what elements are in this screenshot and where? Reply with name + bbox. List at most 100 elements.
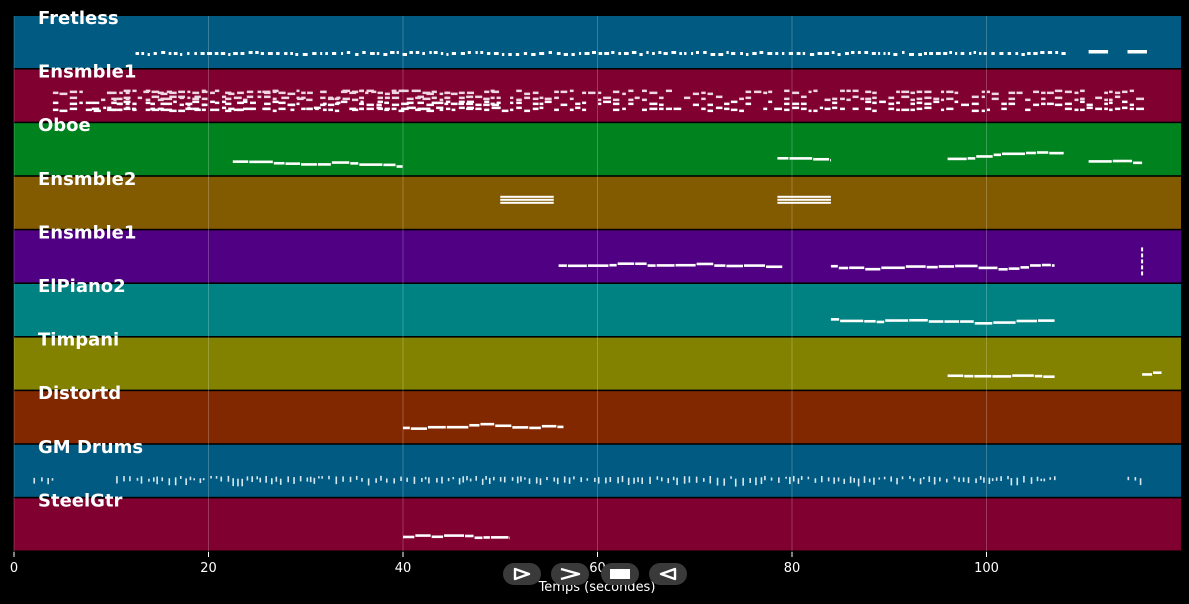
note: [255, 51, 259, 54]
note: [523, 52, 528, 55]
note: [340, 90, 348, 94]
note: [166, 108, 173, 112]
note: [200, 52, 205, 55]
note: [214, 52, 219, 55]
note: [446, 425, 469, 429]
note: [178, 90, 186, 94]
note: [317, 163, 331, 166]
note: [322, 90, 327, 94]
note: [281, 96, 290, 100]
track-band: [14, 337, 1181, 390]
note: [575, 102, 581, 106]
note: [516, 89, 522, 93]
note: [1040, 51, 1045, 54]
note: [679, 52, 683, 55]
note: [433, 51, 438, 54]
note: [52, 91, 59, 95]
note: [1095, 96, 1103, 100]
note: [400, 476, 402, 482]
note: [301, 163, 317, 166]
note: [539, 102, 544, 106]
note: [512, 426, 529, 429]
note: [180, 53, 183, 56]
note: [910, 91, 915, 95]
note: [946, 90, 954, 94]
rewind-button[interactable]: [649, 563, 687, 585]
note: [641, 98, 647, 102]
note: [609, 477, 612, 483]
note: [490, 96, 495, 100]
note: [926, 265, 938, 269]
note: [493, 476, 495, 481]
note: [475, 107, 482, 111]
note: [876, 320, 885, 324]
note: [69, 90, 78, 94]
note: [768, 100, 773, 104]
note: [257, 95, 262, 99]
note: [1114, 107, 1121, 111]
note: [490, 536, 509, 539]
note: [929, 52, 934, 55]
note: [103, 106, 107, 110]
note: [539, 52, 545, 55]
note: [169, 109, 177, 113]
note: [933, 100, 940, 104]
note: [846, 98, 851, 102]
note: [778, 477, 780, 483]
note: [192, 107, 200, 111]
forward-button[interactable]: [551, 563, 589, 585]
track-band: [14, 176, 1181, 229]
note: [742, 477, 744, 486]
note: [553, 477, 556, 482]
note: [646, 51, 649, 54]
note: [391, 107, 397, 111]
note: [981, 109, 985, 113]
note: [376, 103, 382, 107]
note: [474, 536, 483, 540]
note: [830, 158, 831, 162]
note: [819, 106, 824, 110]
track-band: [14, 230, 1181, 283]
note: [228, 107, 235, 111]
x-tick-label: 20: [200, 561, 217, 576]
note: [1021, 53, 1025, 56]
note: [865, 100, 872, 104]
note: [766, 265, 783, 269]
note: [544, 100, 552, 104]
note: [641, 108, 647, 112]
note: [695, 476, 698, 483]
note: [515, 53, 520, 56]
note: [143, 90, 150, 94]
note: [365, 91, 369, 95]
note: [777, 195, 831, 198]
note: [535, 477, 538, 484]
note: [491, 106, 500, 110]
note: [594, 477, 596, 482]
note: [341, 52, 344, 55]
note: [1142, 373, 1153, 376]
track-labels: Fretless Ensmble1 Oboe Ensmble2 Ensmble1 ElPi…: [38, 8, 143, 511]
note: [605, 477, 607, 484]
note: [290, 108, 295, 112]
note: [840, 89, 845, 93]
note: [411, 106, 416, 110]
note: [730, 108, 738, 112]
play-button[interactable]: [503, 563, 541, 585]
note: [639, 53, 643, 56]
note: [214, 89, 220, 93]
note: [335, 476, 338, 485]
note: [331, 161, 350, 164]
note: [391, 103, 400, 107]
note: [603, 100, 612, 104]
note: [179, 103, 184, 107]
note: [623, 52, 629, 55]
stop-button[interactable]: [601, 563, 639, 585]
note: [187, 103, 191, 107]
note: [1127, 476, 1130, 481]
note: [800, 95, 807, 99]
note: [51, 478, 54, 481]
note: [715, 106, 723, 110]
note: [1000, 476, 1002, 481]
note: [166, 90, 173, 94]
note: [187, 52, 190, 55]
